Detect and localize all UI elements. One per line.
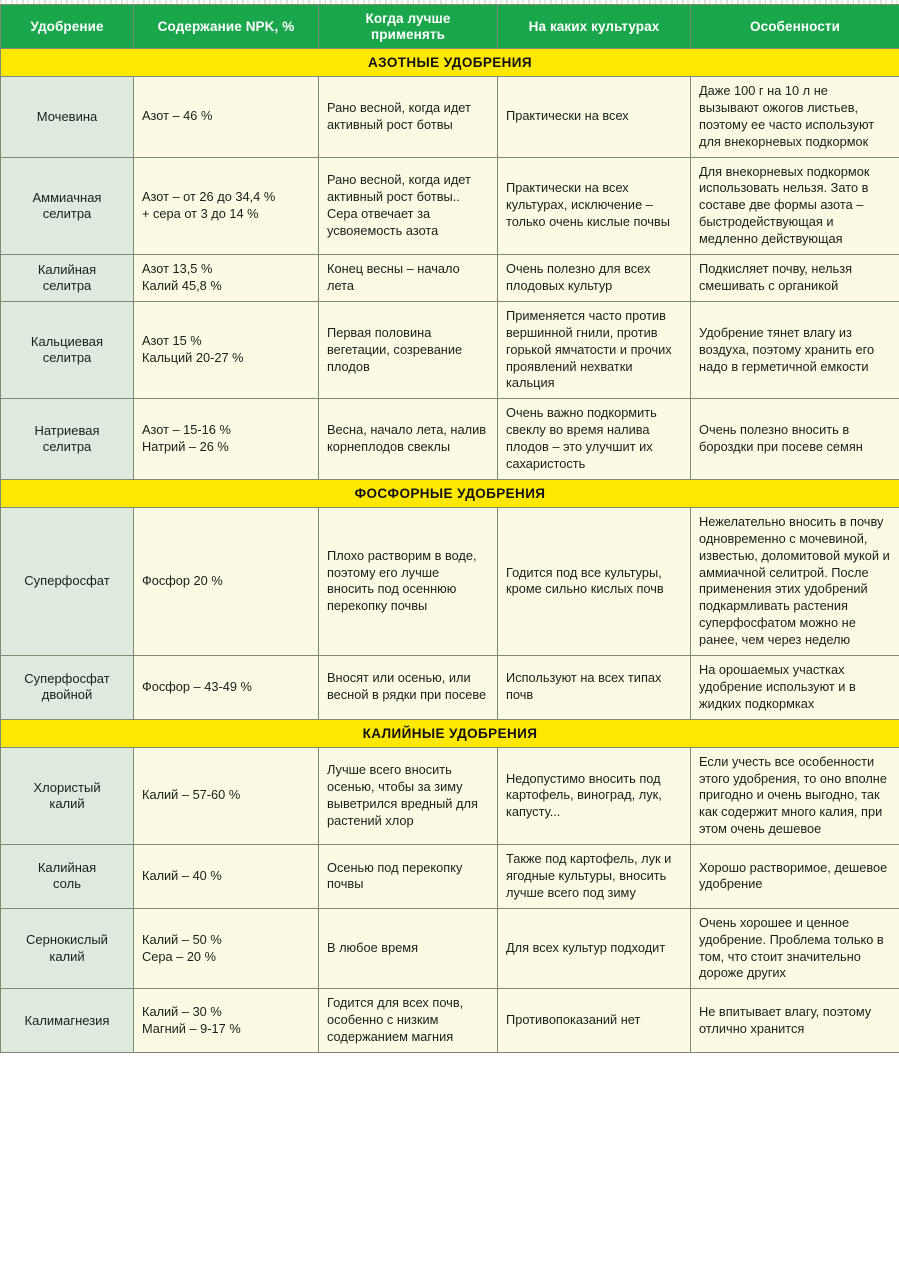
crops-cell: Для всех культур подходит [497, 907, 691, 990]
scan-artifact-strip [0, 0, 899, 4]
features-cell: Подкисляет почву, нельзя смешивать с орг… [690, 254, 899, 302]
crops-cell: Годится под все культуры, кроме сильно к… [497, 506, 691, 656]
npk-content-cell: Калий – 40 % [133, 844, 319, 909]
column-header-features: Особенности [690, 3, 899, 50]
table-row: Кальциевая селитра Азот 15 % Кальций 20-2… [0, 300, 899, 400]
fertilizer-name-cell: Сернокислый калий [0, 907, 134, 990]
features-cell: Для внекорневых подкормок использовать н… [690, 156, 899, 256]
when-to-apply-cell: Плохо растворим в воде, поэтому его лучш… [318, 506, 498, 656]
when-to-apply-cell: Конец весны – начало лета [318, 254, 498, 302]
crops-cell: Практически на всех культурах, исключени… [497, 156, 691, 256]
table-row: Хлористый калий Калий – 57-60 % Лучше всег… [0, 746, 899, 846]
crops-cell: Очень полезно для всех плодовых культур [497, 254, 691, 302]
section-header-row: ФОСФОРНЫЕ УДОБРЕНИЯ [0, 478, 899, 508]
when-to-apply-cell: Вносят или осенью, или весной в рядки пр… [318, 654, 498, 720]
table-row: Суперфосфат двойной Фосфор – 43-49 % Внося… [0, 654, 899, 720]
crops-cell: Практически на всех [497, 76, 691, 158]
column-header-fertilizer: Удобрение [0, 3, 134, 50]
fertilizer-name-cell: Калийная соль [0, 844, 134, 909]
table-row: Натриевая селитра Азот – 15-16 % Натрий –… [0, 398, 899, 480]
fertilizer-name-cell: Аммиачная селитра [0, 156, 134, 256]
table-row: Калимагнезия Калий – 30 % Магний – 9-17 %… [0, 988, 899, 1053]
crops-cell: Используют на всех типах почв [497, 654, 691, 720]
when-to-apply-cell: Годится для всех почв, особенно с низким… [318, 988, 498, 1053]
npk-content-cell: Азот 13,5 % Калий 45,8 % [133, 254, 319, 302]
column-header-npk: Содержание NPK, % [133, 3, 319, 50]
fertilizer-table: Удобрение Содержание NPK, % Когда лучше … [0, 3, 899, 1053]
npk-content-cell: Фосфор 20 % [133, 506, 319, 656]
section-title: ФОСФОРНЫЕ УДОБРЕНИЯ [0, 478, 899, 508]
npk-content-cell: Азот – от 26 до 34,4 % + сера от 3 до 14… [133, 156, 319, 256]
crops-cell: Применяется часто против вершинной гнили… [497, 300, 691, 400]
features-cell: Если учесть все особенности этого удобре… [690, 746, 899, 846]
npk-content-cell: Азот – 46 % [133, 76, 319, 158]
features-cell: На орошаемых участках удобрение использу… [690, 654, 899, 720]
crops-cell: Также под картофель, лук и ягодные культ… [497, 844, 691, 909]
table-body: АЗОТНЫЕ УДОБРЕНИЯ Мочевина Азот – 46 % Рано… [0, 48, 899, 1053]
table-row: Аммиачная селитра Азот – от 26 до 34,4 % … [0, 156, 899, 256]
fertilizer-name-cell: Мочевина [0, 76, 134, 158]
npk-content-cell: Калий – 30 % Магний – 9-17 % [133, 988, 319, 1053]
when-to-apply-cell: Рано весной, когда идет активный рост бо… [318, 76, 498, 158]
when-to-apply-cell: Первая половина вегетации, созревание пл… [318, 300, 498, 400]
npk-content-cell: Калий – 50 % Сера – 20 % [133, 907, 319, 990]
npk-content-cell: Азот – 15-16 % Натрий – 26 % [133, 398, 319, 480]
npk-content-cell: Калий – 57-60 % [133, 746, 319, 846]
table-row: Мочевина Азот – 46 % Рано весной, когда ид… [0, 76, 899, 158]
section-header-row: АЗОТНЫЕ УДОБРЕНИЯ [0, 48, 899, 78]
fertilizer-name-cell: Калийная селитра [0, 254, 134, 302]
fertilizer-name-cell: Кальциевая селитра [0, 300, 134, 400]
fertilizer-name-cell: Калимагнезия [0, 988, 134, 1053]
features-cell: Не впитывает влагу, поэтому отлично хран… [690, 988, 899, 1053]
when-to-apply-cell: В любое время [318, 907, 498, 990]
fertilizer-name-cell: Хлористый калий [0, 746, 134, 846]
fertilizer-name-cell: Натриевая селитра [0, 398, 134, 480]
npk-content-cell: Фосфор – 43-49 % [133, 654, 319, 720]
table-row: Суперфосфат Фосфор 20 % Плохо растворим в … [0, 506, 899, 656]
when-to-apply-cell: Весна, начало лета, налив корнеплодов св… [318, 398, 498, 480]
table-header-row: Удобрение Содержание NPK, % Когда лучше … [0, 3, 899, 50]
features-cell: Даже 100 г на 10 л не вызывают ожогов ли… [690, 76, 899, 158]
when-to-apply-cell: Рано весной, когда идет активный рост бо… [318, 156, 498, 256]
table-row: Калийная селитра Азот 13,5 % Калий 45,8 %… [0, 254, 899, 302]
fertilizer-name-cell: Суперфосфат [0, 506, 134, 656]
when-to-apply-cell: Осенью под перекопку почвы [318, 844, 498, 909]
section-title: КАЛИЙНЫЕ УДОБРЕНИЯ [0, 718, 899, 748]
features-cell: Очень полезно вносить в бороздки при пос… [690, 398, 899, 480]
table-row: Сернокислый калий Калий – 50 % Сера – 20 … [0, 907, 899, 990]
section-title: АЗОТНЫЕ УДОБРЕНИЯ [0, 48, 899, 78]
features-cell: Очень хорошее и ценное удобрение. Пробле… [690, 907, 899, 990]
table-header: Удобрение Содержание NPK, % Когда лучше … [0, 3, 899, 50]
npk-content-cell: Азот 15 % Кальций 20-27 % [133, 300, 319, 400]
crops-cell: Противопоказаний нет [497, 988, 691, 1053]
crops-cell: Очень важно подкормить свеклу во время н… [497, 398, 691, 480]
fertilizer-name-cell: Суперфосфат двойной [0, 654, 134, 720]
features-cell: Хорошо растворимое, дешевое удобрение [690, 844, 899, 909]
when-to-apply-cell: Лучше всего вносить осенью, чтобы за зим… [318, 746, 498, 846]
features-cell: Нежелательно вносить в почву одновременн… [690, 506, 899, 656]
crops-cell: Недопустимо вносить под картофель, виног… [497, 746, 691, 846]
section-header-row: КАЛИЙНЫЕ УДОБРЕНИЯ [0, 718, 899, 748]
features-cell: Удобрение тянет влагу из воздуха, поэтом… [690, 300, 899, 400]
column-header-crops: На каких культурах [497, 3, 691, 50]
table-row: Калийная соль Калий – 40 % Осенью под пере… [0, 844, 899, 909]
column-header-when-to-apply: Когда лучше применять [318, 3, 498, 50]
